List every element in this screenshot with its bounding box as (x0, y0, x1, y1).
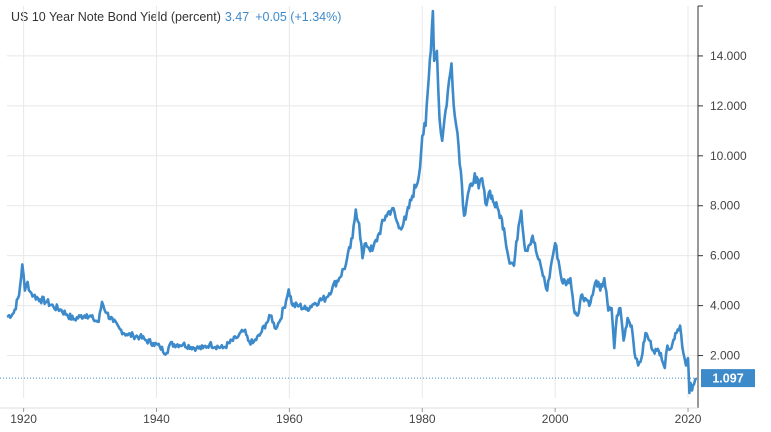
x-tick-label-1940: 1940 (143, 412, 170, 426)
y-tick-label-4: 4.000 (710, 299, 740, 313)
chart-header: US 10 Year Note Bond Yield (percent) 3.47… (11, 10, 341, 24)
y-tick-label-2: 2.000 (710, 349, 740, 363)
x-tick-label-1960: 1960 (276, 412, 303, 426)
x-tick-label-2000: 2000 (542, 412, 569, 426)
y-tick-label-8: 8.000 (710, 199, 740, 213)
chart-title: US 10 Year Note Bond Yield (percent) (11, 10, 221, 24)
last-value-badge (701, 369, 755, 388)
current-value: 3.47 (224, 10, 250, 24)
y-tick-label-10: 10.000 (710, 149, 747, 163)
x-tick-label-2020: 2020 (675, 412, 702, 426)
y-tick-label-12: 12.000 (710, 99, 747, 113)
y-tick-label-6: 6.000 (710, 249, 740, 263)
last-value-label: 1.097 (712, 372, 743, 386)
x-tick-label-1980: 1980 (409, 412, 436, 426)
change-value: +0.05 (+1.34%) (255, 10, 342, 24)
x-tick-label-1920: 1920 (10, 412, 37, 426)
y-tick-label-14: 14.000 (710, 49, 747, 63)
yield-series-line (6, 9, 698, 395)
